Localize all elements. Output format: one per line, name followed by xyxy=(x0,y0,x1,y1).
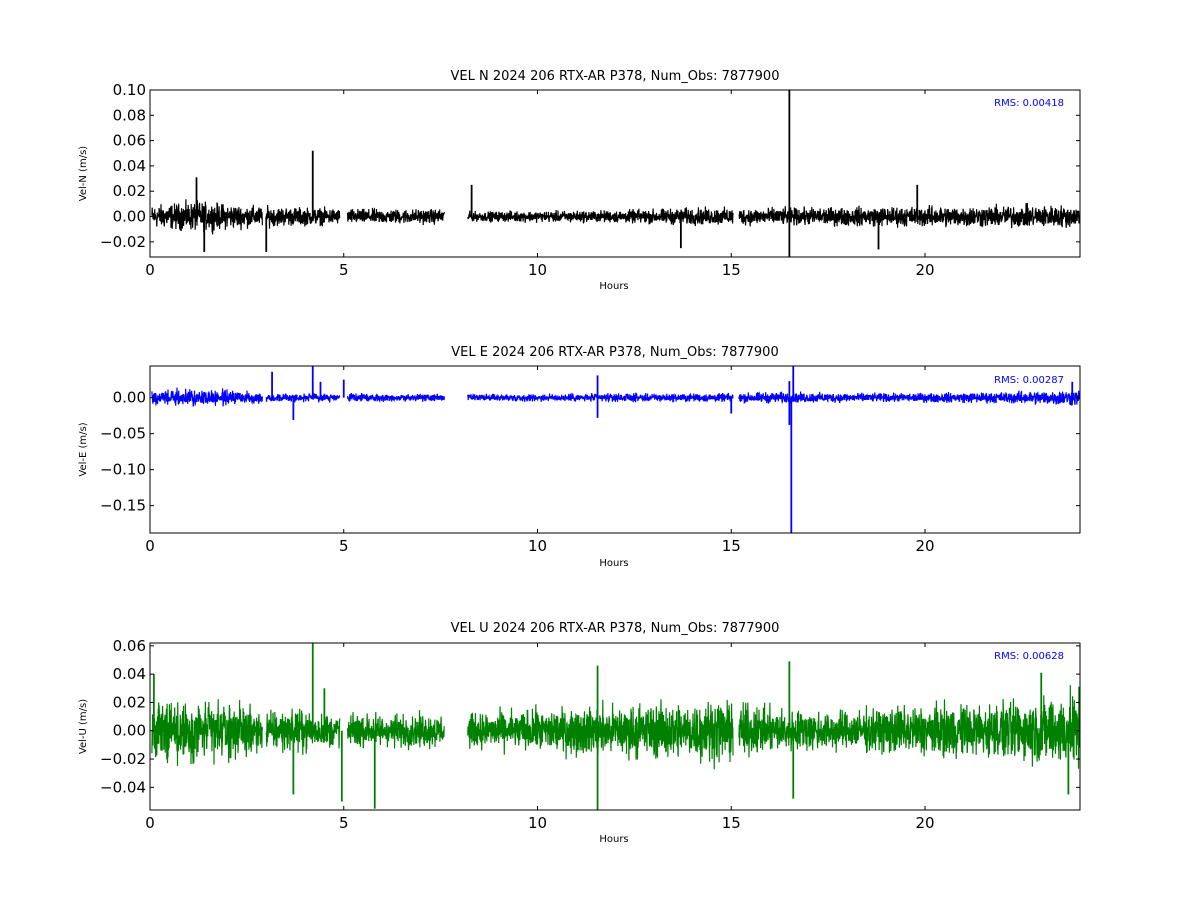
x-tick-label: 15 xyxy=(722,261,741,279)
y-tick-label: 0.04 xyxy=(113,665,146,683)
rms-label: RMS: 0.00418 xyxy=(994,98,1064,109)
series-line-vel-n xyxy=(151,90,1081,257)
plot-frame xyxy=(149,365,1081,534)
series-segment xyxy=(265,708,341,755)
x-tick-label: 5 xyxy=(339,814,349,832)
axis-ticks: 0 5 10 15 20 −0.02 0.00 0.02 0.04 0.06 0.08 0.10 xyxy=(100,81,1080,279)
y-tick-label: 0.02 xyxy=(113,182,146,200)
x-axis-label: Hours xyxy=(599,558,628,569)
rms-label: RMS: 0.00628 xyxy=(994,651,1064,662)
series-segment xyxy=(467,392,734,404)
series-segment xyxy=(738,685,1081,769)
x-tick-label: 5 xyxy=(339,261,349,279)
y-tick-label: 0.06 xyxy=(113,637,146,655)
x-tick-label: 0 xyxy=(145,814,155,832)
y-tick-label: 0.00 xyxy=(113,722,146,740)
series-segment xyxy=(347,392,445,403)
panel-vel-n: VEL N 2024 206 RTX-AR P378, Num_Obs: 787… xyxy=(78,69,1081,292)
y-tick-label: 0.02 xyxy=(113,693,146,711)
chart-title: VEL U 2024 206 RTX-AR P378, Num_Obs: 787… xyxy=(451,621,780,636)
series-segment xyxy=(467,206,734,227)
plot-frame xyxy=(149,642,1081,811)
x-tick-label: 0 xyxy=(145,261,155,279)
y-tick-label: 0.00 xyxy=(113,208,146,226)
rms-label: RMS: 0.00287 xyxy=(994,375,1064,386)
series-segment xyxy=(347,207,445,226)
y-axis-label: Vel-N (m/s) xyxy=(78,146,89,201)
y-tick-label: −0.04 xyxy=(100,778,146,796)
chart-title: VEL N 2024 206 RTX-AR P378, Num_Obs: 787… xyxy=(451,69,780,84)
series-line-vel-e xyxy=(151,366,1081,533)
y-axis-label: Vel-E (m/s) xyxy=(78,422,89,476)
x-tick-label: 10 xyxy=(528,537,547,555)
x-tick-label: 0 xyxy=(145,537,155,555)
y-axis-label: Vel-U (m/s) xyxy=(78,699,89,754)
x-axis-label: Hours xyxy=(599,281,628,292)
y-tick-label: −0.15 xyxy=(100,497,146,515)
series-segment xyxy=(151,387,263,407)
x-tick-label: 20 xyxy=(915,261,934,279)
series-segment xyxy=(151,199,263,235)
x-tick-label: 20 xyxy=(915,814,934,832)
series-line-vel-u xyxy=(151,643,1081,810)
series-segment xyxy=(738,202,1081,229)
y-tick-label: 0.06 xyxy=(113,132,146,150)
chart-title: VEL E 2024 206 RTX-AR P378, Num_Obs: 787… xyxy=(451,345,778,360)
y-tick-label: 0.04 xyxy=(113,157,146,175)
series-segment xyxy=(151,699,263,766)
series-segment xyxy=(265,204,341,229)
panel-vel-u: VEL U 2024 206 RTX-AR P378, Num_Obs: 787… xyxy=(78,621,1081,845)
y-tick-label: 0.10 xyxy=(113,81,146,99)
x-tick-label: 5 xyxy=(339,537,349,555)
y-tick-label: −0.02 xyxy=(100,233,146,251)
plot-frame xyxy=(149,89,1081,258)
x-tick-label: 15 xyxy=(722,814,741,832)
x-tick-label: 10 xyxy=(528,814,547,832)
series-segment xyxy=(265,392,341,404)
axis-ticks: 0 5 10 15 20 −0.04 −0.02 0.00 0.02 0.04 0.06 xyxy=(100,637,1080,832)
series-segment xyxy=(738,390,1081,407)
x-axis-label: Hours xyxy=(599,834,628,845)
series-segment xyxy=(467,699,734,770)
y-tick-label: 0.08 xyxy=(113,106,146,124)
y-tick-label: −0.02 xyxy=(100,750,146,768)
y-tick-label: −0.10 xyxy=(100,461,146,479)
panel-vel-e: VEL E 2024 206 RTX-AR P378, Num_Obs: 787… xyxy=(78,345,1081,569)
x-tick-label: 20 xyxy=(915,537,934,555)
x-tick-label: 10 xyxy=(528,261,547,279)
y-tick-label: −0.05 xyxy=(100,425,146,443)
y-tick-label: 0.00 xyxy=(113,389,146,407)
x-tick-label: 15 xyxy=(722,537,741,555)
series-segment xyxy=(347,710,445,751)
axis-ticks: 0 5 10 15 20 −0.15 −0.10 −0.05 0.00 xyxy=(100,366,1080,555)
